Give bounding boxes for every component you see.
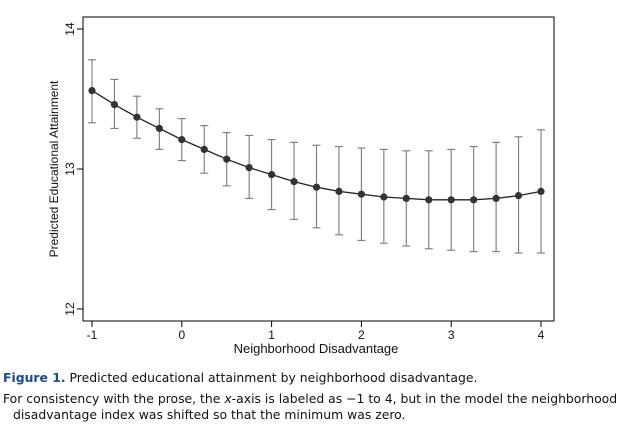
plot-frame [82, 16, 555, 322]
data-point [402, 194, 410, 202]
x-tick-label-3: 3 [448, 328, 455, 342]
data-point [312, 183, 321, 191]
data-point [268, 171, 276, 179]
figure-note-line-2: disadvantage index was shifted so that t… [13, 407, 406, 422]
y-axis-label: Predicted Educational Attainment [47, 80, 61, 257]
figure-note: For consistency with the prose, the x-ax… [3, 391, 617, 423]
y-tick-label-12: 12 [63, 302, 77, 316]
data-point [357, 190, 365, 198]
data-point [133, 113, 141, 121]
data-point [335, 187, 343, 195]
figure-note-line-1: For consistency with the prose, the x-ax… [3, 391, 617, 407]
data-point [537, 187, 545, 195]
error-bars [88, 59, 545, 254]
x-axis: -1 0 1 2 3 4 [87, 321, 545, 342]
note-text-a: For consistency with the prose, the [3, 391, 225, 406]
data-point [492, 194, 500, 202]
y-tick-label-14: 14 [63, 22, 77, 36]
x-tick-label-1: 1 [268, 328, 275, 342]
x-tick-label-4: 4 [538, 328, 545, 342]
note-text-italic: x [224, 391, 232, 406]
x-axis-label: Neighborhood Disadvantage [234, 341, 399, 356]
data-point [380, 193, 388, 201]
y-axis: 12 13 14 [63, 22, 83, 316]
data-points [88, 87, 545, 204]
data-point [155, 124, 163, 132]
figure-caption: Figure 1. Predicted educational attainme… [3, 370, 611, 386]
data-point [245, 164, 253, 172]
y-tick-label-13: 13 [63, 162, 77, 176]
data-point [425, 196, 433, 204]
x-tick-label-2: 2 [358, 328, 365, 342]
data-point [178, 136, 186, 144]
data-point [110, 101, 119, 109]
x-tick-label--1: -1 [87, 328, 98, 342]
data-point [514, 192, 523, 200]
data-point [290, 178, 298, 186]
data-point [470, 196, 478, 204]
data-point [447, 196, 455, 204]
note-text-b: -axis is labeled as −1 to 4, but in the … [231, 391, 618, 406]
data-point [88, 87, 96, 95]
x-tick-label-0: 0 [178, 328, 185, 342]
data-point [200, 145, 208, 153]
figure-caption-text: Predicted educational attainment by neig… [65, 370, 478, 385]
data-point [223, 155, 231, 163]
figure-label: Figure 1. [3, 370, 66, 385]
